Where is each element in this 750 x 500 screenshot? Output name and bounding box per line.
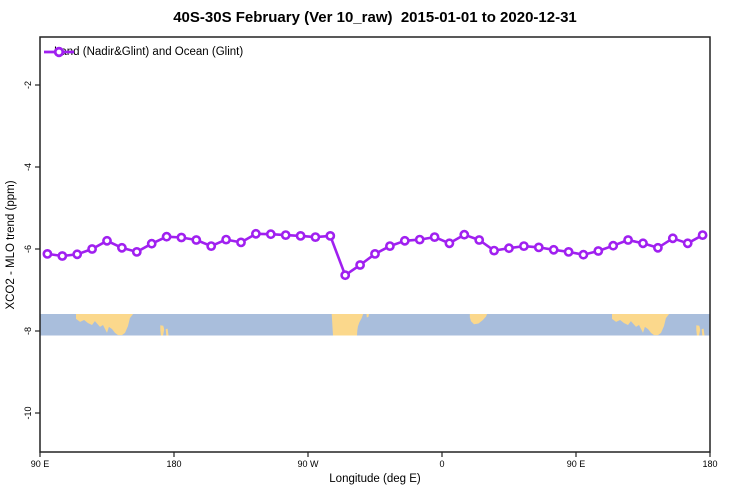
data-point: [444, 238, 455, 249]
data-point: [206, 241, 217, 251]
map-ocean: [40, 313, 710, 336]
data-point: [593, 246, 604, 256]
legend-marker-icon: [44, 46, 74, 58]
data-point: [146, 238, 157, 249]
data-point: [682, 238, 693, 249]
data-point: [384, 241, 395, 251]
data-point: [399, 235, 410, 246]
x-tick-label: 90 E: [31, 459, 50, 469]
data-point: [161, 231, 172, 242]
data-point: [221, 234, 231, 245]
data-point: [102, 235, 112, 246]
data-point: [87, 244, 97, 254]
map-land-new-zealand-east: [165, 328, 169, 336]
data-point: [191, 235, 202, 245]
data-point: [429, 232, 440, 242]
y-tick-label: -4: [23, 163, 33, 171]
data-point: [414, 234, 425, 245]
y-tick-label: -10: [23, 406, 33, 419]
data-point: [250, 228, 261, 239]
map-land-south-america: [331, 314, 364, 336]
data-point: [548, 244, 559, 255]
map-strip-band: [40, 313, 710, 336]
data-point: [42, 248, 53, 259]
map-land-australia: [76, 314, 134, 336]
data-point: [310, 232, 321, 242]
data-point: [504, 243, 514, 254]
data-point: [280, 230, 291, 240]
data-point: [638, 238, 648, 249]
data-point: [355, 260, 365, 270]
map-land-south-africa: [469, 314, 488, 325]
data-point: [623, 235, 633, 245]
x-tick-label: 180: [702, 459, 717, 469]
data-point: [459, 229, 470, 240]
x-tick-label: 90 W: [297, 459, 319, 469]
data-point: [131, 246, 142, 257]
data-point: [519, 241, 529, 251]
y-tick-label: -6: [23, 245, 33, 253]
y-tick-label: -2: [23, 81, 33, 89]
data-point: [489, 245, 499, 256]
plot-box: [39, 36, 711, 453]
x-axis-title: Longitude (deg E): [329, 473, 421, 485]
y-tick-label: -8: [23, 327, 33, 335]
data-point: [578, 249, 589, 260]
x-tick-label: 90 E: [567, 459, 586, 469]
map-land-new-zealand-west: [160, 325, 165, 336]
data-point: [608, 240, 619, 251]
legend: Land (Nadir&Glint) and Ocean (Glint): [43, 46, 243, 58]
chart-title: 40S-30S February (Ver 10_raw) 2015-01-01…: [173, 9, 577, 26]
map-land-new-zealand-west: [696, 325, 701, 336]
map-land-south-america-coast-speck: [366, 314, 369, 318]
data-point: [697, 230, 708, 240]
data-point: [667, 233, 678, 244]
data-point: [474, 235, 485, 245]
x-tick-label: 0: [439, 459, 444, 469]
legend-label: Land (Nadir&Glint) and Ocean (Glint): [54, 46, 244, 58]
map-land-australia: [612, 314, 670, 336]
data-point: [533, 242, 544, 253]
data-point: [72, 249, 83, 260]
data-point: [176, 232, 187, 243]
data-point: [370, 248, 380, 259]
data-point: [57, 251, 68, 261]
data-point: [325, 230, 336, 241]
data-point: [265, 229, 276, 240]
data-point: [340, 270, 351, 281]
map-land-new-zealand-east: [701, 328, 705, 336]
data-point: [236, 237, 246, 248]
data-point: [563, 246, 574, 257]
x-tick-label: 180: [166, 459, 181, 469]
data-point: [653, 242, 663, 253]
data-point: [295, 230, 306, 241]
data-point: [117, 242, 127, 253]
y-axis-title: XCO2 - MLO trend (ppm): [5, 180, 17, 310]
